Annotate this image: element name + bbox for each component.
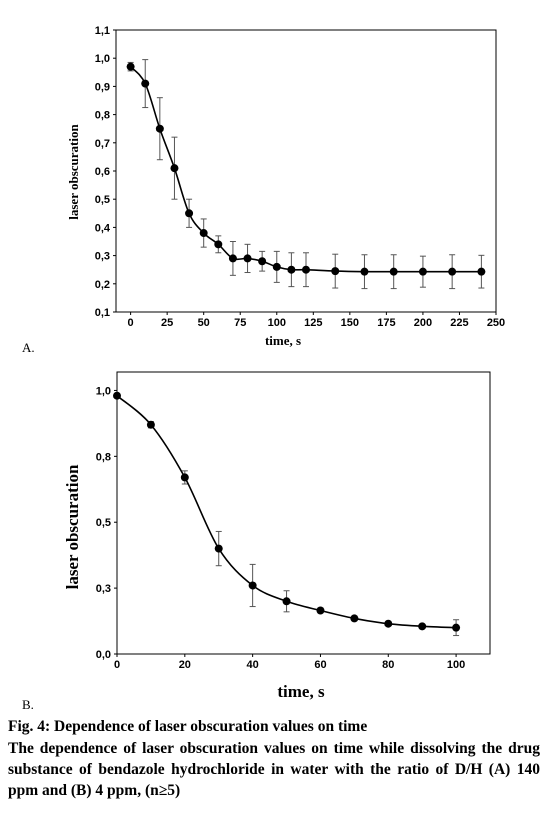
chart-a-data-point — [243, 254, 252, 263]
chart-b-data-point — [418, 622, 427, 631]
chart-a-data-point — [155, 124, 164, 133]
chart-b-points — [113, 391, 461, 632]
chart-a-data-point — [185, 209, 194, 218]
chart-a-y-tick-label: 0,1 — [95, 307, 110, 319]
chart-b-y-tick-label: 0,5 — [96, 517, 111, 529]
chart-a-ticks: 0 25 50 75 100 125 150 175 200 225 250 0,1 0,2 0,3 0,4… — [95, 25, 505, 329]
chart-a-x-tick-label: 150 — [341, 317, 359, 329]
chart-a-y-tick-label: 1,0 — [95, 53, 110, 65]
chart-a-y-tick-label: 0,7 — [95, 138, 110, 150]
chart-a-y-tick-label: 0,9 — [95, 81, 110, 93]
chart-b-data-point — [452, 623, 461, 632]
chart-b-x-tick-label: 80 — [382, 659, 394, 671]
chart-b: 0 20 40 60 80 100 0,0 0,3 0,5 0,8 1,0 time, s lase… — [63, 371, 491, 701]
chart-a-y-tick-label: 0,8 — [95, 110, 110, 122]
chart-a-x-tick-label: 100 — [268, 317, 286, 329]
chart-a-y-tick-label: 0,5 — [95, 194, 110, 206]
chart-b-x-tick-label: 20 — [179, 659, 191, 671]
chart-b-x-axis-label: time, s — [277, 682, 325, 701]
chart-a-data-point — [287, 265, 296, 274]
chart-a-data-point — [141, 79, 150, 88]
chart-a-data-point — [170, 164, 179, 173]
chart-b-x-tick-label: 40 — [247, 659, 259, 671]
chart-a-y-tick-label: 1,1 — [95, 25, 110, 37]
chart-a-data-point — [331, 267, 340, 276]
chart-b-data-point — [248, 581, 257, 590]
chart-a-x-tick-label: 250 — [487, 317, 505, 329]
chart-b-y-tick-label: 0,8 — [96, 451, 111, 463]
chart-b-data-point — [282, 597, 291, 606]
chart-a-data-point — [360, 267, 369, 276]
figure-caption-body: The dependence of laser obscuration valu… — [8, 740, 540, 799]
chart-b-x-tick-label: 60 — [314, 659, 326, 671]
chart-a-data-point — [228, 254, 237, 263]
chart-b-data-point — [180, 473, 189, 482]
chart-b-y-tick-label: 0,0 — [96, 649, 111, 661]
chart-a-x-tick-label: 25 — [161, 317, 173, 329]
chart-b-data-point — [350, 614, 359, 623]
chart-b-x-tick-label: 100 — [447, 659, 465, 671]
chart-a-y-axis-label: laser obscuration — [66, 124, 81, 220]
chart-b-plot-frame — [116, 371, 491, 655]
chart-a-x-axis-label: time, s — [265, 333, 301, 348]
chart-a-y-tick-label: 0,4 — [95, 222, 111, 234]
chart-a-points — [126, 62, 486, 276]
chart-a-x-tick-label: 125 — [304, 317, 322, 329]
chart-a-x-tick-label: 200 — [414, 317, 432, 329]
chart-a-data-point — [258, 257, 267, 266]
chart-a-x-tick-label: 225 — [450, 317, 468, 329]
chart-a-x-tick-label: 175 — [377, 317, 395, 329]
chart-a-y-tick-label: 0,6 — [95, 166, 110, 178]
panel-label-a: A. — [22, 340, 35, 355]
chart-b-data-point — [214, 544, 223, 553]
chart-b-x-tick-label: 0 — [114, 659, 120, 671]
chart-a-y-tick-label: 0,3 — [95, 251, 110, 263]
chart-b-data-point — [113, 391, 121, 400]
chart-a-series-line — [130, 66, 482, 273]
chart-b-data-point — [316, 606, 325, 615]
chart-a-x-tick-label: 75 — [234, 317, 246, 329]
chart-a-data-point — [302, 265, 310, 274]
chart-a-data-point — [477, 267, 486, 276]
chart-a: 0 25 50 75 100 125 150 175 200 225 250 0,1 0,2 0,3 0,4… — [66, 25, 505, 348]
chart-a-data-point — [272, 262, 281, 271]
chart-a-data-point — [199, 229, 208, 238]
chart-a-data-point — [418, 267, 427, 276]
chart-a-data-point — [126, 62, 135, 71]
chart-a-x-tick-label: 50 — [198, 317, 210, 329]
chart-a-x-tick-label: 0 — [128, 317, 134, 329]
chart-b-ticks: 0 20 40 60 80 100 0,0 0,3 0,5 0,8 1,0 — [96, 385, 466, 671]
chart-b-data-point — [146, 420, 155, 429]
chart-b-y-axis-label: laser obscuration — [63, 464, 82, 589]
panel-label-b: B. — [22, 697, 34, 712]
chart-b-y-tick-label: 0,3 — [96, 583, 111, 595]
figure-caption-title: Fig. 4: Dependence of laser obscuration … — [8, 718, 368, 735]
chart-a-y-tick-label: 0,2 — [95, 279, 110, 291]
chart-a-data-point — [214, 240, 223, 249]
chart-a-error-bars — [127, 59, 485, 290]
chart-b-y-tick-label: 1,0 — [96, 385, 111, 397]
chart-a-data-point — [389, 267, 398, 276]
chart-a-data-point — [448, 267, 457, 276]
chart-b-data-point — [384, 619, 393, 628]
